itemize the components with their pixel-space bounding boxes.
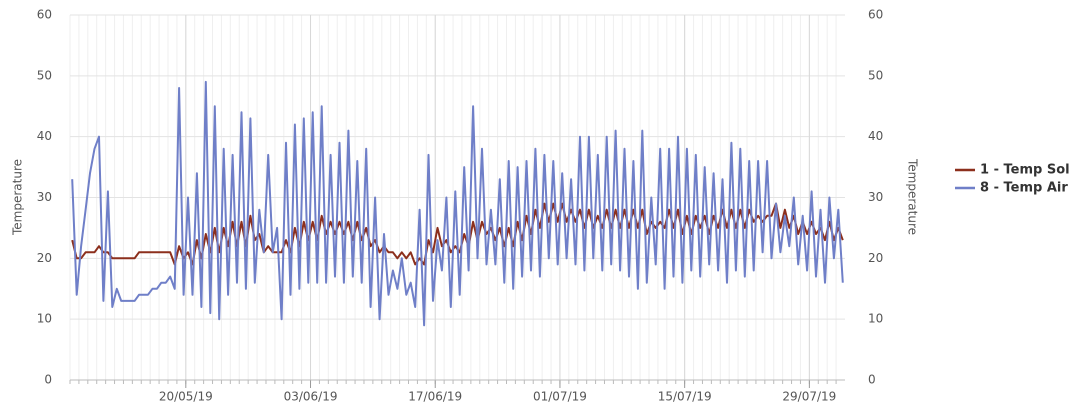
y2-tick-label: 0: [868, 373, 876, 387]
legend-label: 8 - Temp Air: [980, 181, 1068, 196]
y2-tick-label: 50: [868, 68, 883, 82]
x-tick-label: 15/07/19: [658, 390, 712, 404]
x-tick-label: 29/07/19: [782, 390, 836, 404]
y-tick-label: 40: [37, 129, 52, 143]
y-tick-label: 30: [37, 190, 52, 204]
y2-tick-label: 40: [868, 129, 883, 143]
y-tick-label: 0: [44, 373, 52, 387]
x-tick-label: 20/05/19: [159, 390, 213, 404]
series-line: [71, 80, 844, 327]
x-tick-label: 17/06/19: [408, 390, 462, 404]
y2-tick-label: 60: [868, 8, 883, 22]
y-tick-label: 10: [37, 312, 52, 326]
y-tick-label: 50: [37, 68, 52, 82]
y2-tick-label: 30: [868, 190, 883, 204]
y2-tick-label: 10: [868, 312, 883, 326]
y2-axis-title: Temperature: [906, 158, 920, 235]
y2-tick-label: 20: [868, 251, 883, 265]
y-tick-label: 20: [37, 251, 52, 265]
x-tick-label: 03/06/19: [284, 390, 338, 404]
y-tick-label: 60: [37, 8, 52, 22]
y-axis-title: Temperature: [11, 159, 25, 236]
legend-label: 1 - Temp Sol: [980, 163, 1070, 178]
x-tick-label: 01/07/19: [533, 390, 587, 404]
